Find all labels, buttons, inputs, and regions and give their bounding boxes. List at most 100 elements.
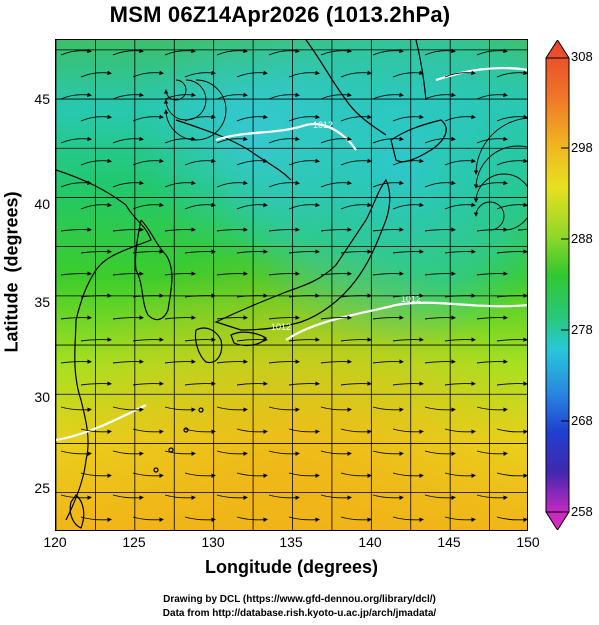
streamline	[268, 494, 300, 500]
streamline	[288, 202, 320, 210]
streamline	[216, 359, 248, 364]
x-tick-label: 135	[279, 534, 303, 550]
kyushu-coast	[194, 327, 223, 364]
streamline	[476, 406, 508, 412]
streamline	[320, 92, 352, 100]
streamline	[132, 202, 164, 210]
streamline	[163, 79, 207, 121]
streamline	[268, 92, 300, 100]
streamline	[444, 114, 476, 122]
streamline	[444, 293, 476, 298]
wind-streamlines	[60, 48, 527, 522]
streamline	[60, 494, 92, 500]
streamline	[184, 70, 216, 78]
x-tick-label: 140	[358, 534, 382, 550]
warm-region	[56, 40, 527, 530]
streamline	[132, 70, 164, 78]
streamline	[184, 472, 216, 478]
streamline	[424, 271, 456, 276]
streamline	[236, 428, 268, 434]
streamline	[60, 315, 92, 320]
streamline	[112, 227, 144, 232]
streamline	[476, 359, 508, 364]
map-canvas: 1012 1012 1012	[56, 40, 527, 530]
x-tick-label: 130	[201, 534, 225, 550]
streamline	[288, 249, 320, 254]
streamline	[112, 180, 144, 188]
streamline	[424, 136, 456, 144]
streamline	[132, 114, 164, 122]
streamline	[424, 48, 456, 56]
streamline	[164, 315, 196, 320]
streamline	[184, 337, 216, 342]
streamline	[496, 114, 527, 122]
x-tick-label: 120	[43, 534, 67, 550]
streamline	[112, 406, 144, 412]
streamline	[112, 315, 144, 320]
streamline	[476, 494, 508, 500]
streamline	[112, 48, 144, 56]
streamline	[288, 381, 320, 386]
streamline	[268, 180, 300, 188]
streamline	[444, 70, 476, 78]
streamline	[288, 428, 320, 434]
streamline	[424, 180, 456, 188]
streamline	[476, 92, 508, 100]
streamline	[164, 271, 196, 276]
isobar-line	[215, 122, 357, 151]
streamline	[444, 381, 476, 386]
streamline	[496, 428, 527, 434]
streamline	[476, 180, 508, 188]
streamline	[372, 136, 404, 144]
streamline	[444, 202, 476, 210]
streamline	[268, 271, 300, 276]
streamline	[216, 450, 248, 456]
x-tick-label: 145	[437, 534, 461, 550]
streamline	[236, 516, 268, 522]
streamline	[60, 92, 92, 100]
colorbar-label: 278	[571, 322, 593, 337]
streamline	[80, 428, 112, 434]
colorbar-scale	[545, 39, 570, 531]
streamline	[80, 202, 112, 210]
streamline	[60, 227, 92, 232]
streamline	[164, 494, 196, 500]
streamline	[320, 227, 352, 232]
russia-coast	[305, 40, 387, 136]
streamline	[80, 293, 112, 298]
streamline	[163, 79, 187, 101]
streamline	[288, 337, 320, 342]
streamline	[340, 428, 372, 434]
credit-line-1: Drawing by DCL (https://www.gfd-dennou.o…	[163, 594, 436, 605]
streamline	[392, 249, 424, 254]
streamline	[476, 136, 508, 144]
streamline	[268, 48, 300, 56]
streamline	[216, 406, 248, 412]
streamline	[80, 381, 112, 386]
map-title: MSM 06Z14Apr2026 (1013.2hPa)	[109, 2, 451, 27]
streamline	[444, 516, 476, 522]
streamline	[184, 428, 216, 434]
streamline	[392, 381, 424, 386]
streamline	[80, 114, 112, 122]
streamline	[60, 450, 92, 456]
streamline	[80, 472, 112, 478]
streamline	[236, 337, 268, 342]
streamline	[184, 158, 216, 166]
streamline	[392, 337, 424, 342]
streamline	[236, 158, 268, 166]
streamline	[320, 359, 352, 364]
streamline	[164, 48, 196, 56]
streamline	[132, 249, 164, 254]
isobar-label: 1012	[313, 120, 333, 130]
streamline	[184, 202, 216, 210]
streamline	[392, 428, 424, 434]
y-tick-label: 35	[34, 294, 50, 310]
streamline	[372, 180, 404, 188]
map-panel: 1012 1012 1012	[55, 39, 528, 531]
streamline	[60, 136, 92, 144]
isobar-label: 1012	[401, 294, 421, 304]
sakhalin-coast	[415, 40, 427, 101]
credit-line-2: Data from http://database.rish.kyoto-u.a…	[162, 608, 437, 619]
streamline	[216, 136, 248, 144]
